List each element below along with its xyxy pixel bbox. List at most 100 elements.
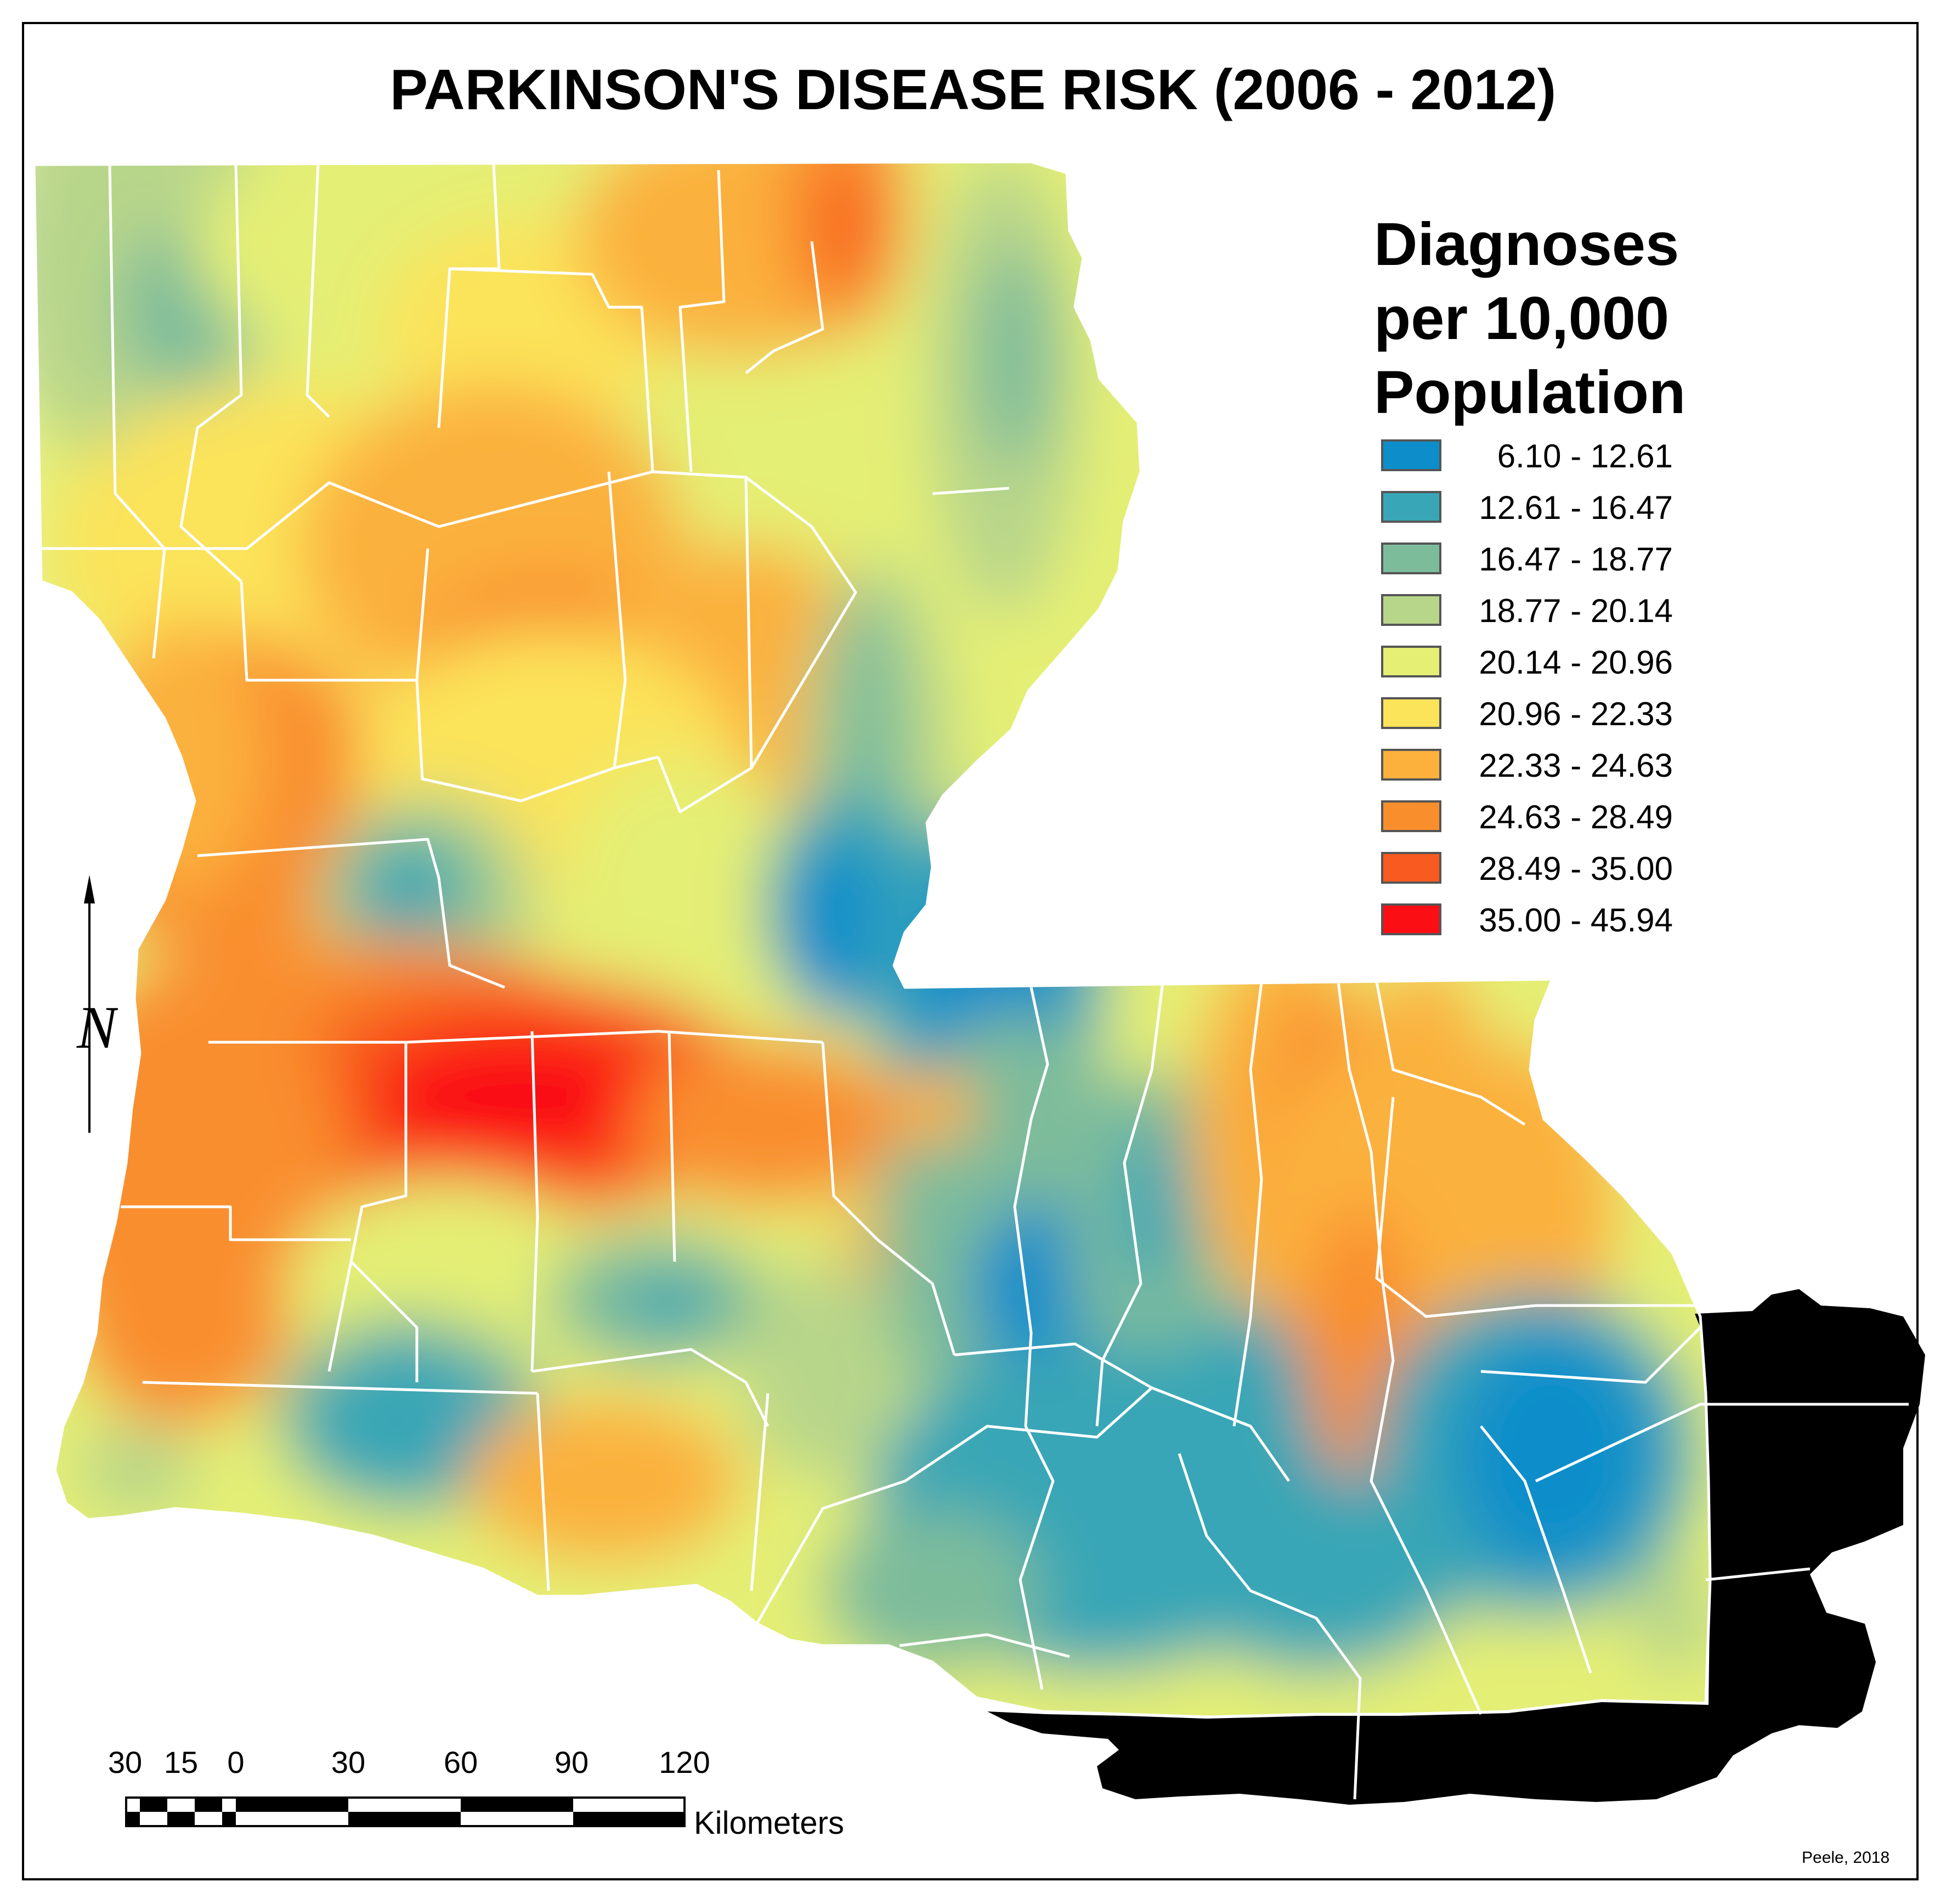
scale-bar-segment xyxy=(236,1798,348,1812)
scale-bar-segment xyxy=(461,1798,573,1812)
no-data-delta xyxy=(987,1289,1925,1805)
scale-bar-segment xyxy=(167,1812,181,1826)
legend-title-line: per 10,000 xyxy=(1374,285,1670,352)
risk-zone xyxy=(466,1399,740,1563)
risk-zone xyxy=(367,1327,433,1393)
parish-boundary xyxy=(899,1633,1070,1658)
risk-zone xyxy=(820,165,869,285)
parish-boundary xyxy=(350,1261,418,1382)
parish-boundary xyxy=(954,1342,1153,1389)
scale-tick-label: 30 xyxy=(108,1745,143,1779)
risk-zone xyxy=(631,1042,905,1207)
legend-swatch xyxy=(1381,594,1441,626)
parish-boundary xyxy=(1375,1097,1706,1318)
parish-boundary xyxy=(1013,987,1055,1690)
legend-item: 28.49 - 35.00 xyxy=(1371,842,1755,894)
scale-bar-graphic xyxy=(125,1796,686,1827)
scale-bar-segment xyxy=(573,1812,685,1826)
author-credit: Peele, 2018 xyxy=(1802,1849,1890,1867)
parish-boundary xyxy=(821,1042,879,1241)
parish-boundary xyxy=(1101,981,1164,1361)
legend-swatch xyxy=(1381,491,1441,523)
north-arrow: N xyxy=(52,875,120,1141)
risk-zone xyxy=(889,1070,976,1146)
legend-item: 12.61 - 16.47 xyxy=(1371,481,1755,533)
parish-boundary xyxy=(876,1239,956,1355)
scale-tick-label: 15 xyxy=(163,1745,199,1779)
parish-boundary xyxy=(1337,981,1483,1715)
parish-boundaries xyxy=(33,162,1909,1800)
risk-zone xyxy=(740,1262,905,1481)
legend-item: 16.47 - 18.77 xyxy=(1371,533,1755,584)
scale-bar-segment xyxy=(348,1812,461,1826)
legend-item: 22.33 - 24.63 xyxy=(1371,739,1755,790)
risk-zone xyxy=(77,1426,197,1514)
parish-boundary xyxy=(306,164,330,418)
legend-label: 6.10 - 12.61 xyxy=(1497,438,1673,474)
scale-bar-segment xyxy=(222,1812,236,1826)
scale-bar-segment xyxy=(126,1812,140,1826)
parish-boundary xyxy=(1535,1403,1909,1483)
parish-boundary xyxy=(607,471,627,769)
legend-label: 18.77 - 20.14 xyxy=(1479,592,1673,629)
risk-zone xyxy=(625,1278,713,1333)
scale-bar-segment xyxy=(140,1798,154,1812)
legend-label: 22.33 - 24.63 xyxy=(1479,747,1673,784)
legend-item: 6.10 - 12.61 xyxy=(1371,430,1755,481)
legend-item: 20.14 - 20.96 xyxy=(1371,636,1755,687)
parish-boundary xyxy=(197,838,505,989)
legend-classes: 6.10 - 12.61 12.61 - 16.47 16.47 - 18.77 18… xyxy=(1371,430,1755,945)
parish-boundary xyxy=(1232,981,1263,1427)
risk-zone xyxy=(367,1026,675,1168)
parish-boundary xyxy=(1375,981,1526,1126)
scale-tick-label: 0 xyxy=(227,1745,245,1779)
parish-boundary xyxy=(179,164,243,583)
legend-label: 28.49 - 35.00 xyxy=(1479,850,1673,887)
parish-boundary xyxy=(1095,1360,1104,1427)
parish-boundary xyxy=(745,241,824,374)
scale-bar-segment xyxy=(154,1798,167,1812)
legend-swatch xyxy=(1381,697,1441,729)
legend-label: 20.14 - 20.96 xyxy=(1479,644,1673,681)
parish-boundary xyxy=(678,170,726,472)
scale-bar-segment xyxy=(195,1798,208,1812)
legend-swatch xyxy=(1381,749,1441,781)
scale-units: Kilometers xyxy=(694,1805,844,1841)
legend-swatch xyxy=(1381,543,1441,574)
scale-tick-label: 30 xyxy=(331,1745,366,1779)
scale-tick-label: 60 xyxy=(443,1745,478,1779)
parish-boundary xyxy=(530,1031,539,1372)
parish-boundary xyxy=(536,1393,550,1591)
north-arrow-head xyxy=(84,875,95,903)
parish-boundary xyxy=(1705,1567,1811,1581)
parish-boundary xyxy=(750,1393,770,1591)
parish-boundary xyxy=(1178,1453,1362,1800)
parish-boundary xyxy=(108,164,166,659)
legend-swatch xyxy=(1381,646,1441,677)
north-label: N xyxy=(76,994,118,1061)
scale-bar-segment xyxy=(208,1798,222,1812)
map-frame xyxy=(22,22,1919,1880)
parish-boundary xyxy=(531,1348,770,1427)
legend-label: 12.61 - 16.47 xyxy=(1479,489,1673,526)
legend: Diagnoses per 10,000 Population 6.10 - 1… xyxy=(1371,207,1755,945)
parish-boundary xyxy=(1480,1326,1701,1384)
legend-title-line: Diagnoses xyxy=(1374,211,1679,278)
parish-boundary xyxy=(1480,1425,1592,1674)
parish-boundary xyxy=(327,1042,408,1372)
parish-boundary xyxy=(142,1381,538,1395)
risk-zone xyxy=(1629,1563,1710,1673)
parish-boundary xyxy=(750,526,857,769)
parish-boundary xyxy=(755,1386,1291,1625)
risk-zone xyxy=(976,247,1053,466)
parish-boundary xyxy=(121,1205,351,1241)
parish-boundary xyxy=(667,1031,676,1262)
scale-tick-labels: 30 15 0 30 60 90 120 xyxy=(99,1744,710,1783)
parish-boundary xyxy=(415,548,429,681)
legend-label: 16.47 - 18.77 xyxy=(1479,541,1673,578)
risk-zone xyxy=(823,1508,1042,1673)
map-title: PARKINSON'S DISEASE RISK (2006 - 2012) xyxy=(389,58,1557,122)
scale-tick-label: 90 xyxy=(554,1745,589,1779)
legend-label: 24.63 - 28.49 xyxy=(1479,799,1673,835)
